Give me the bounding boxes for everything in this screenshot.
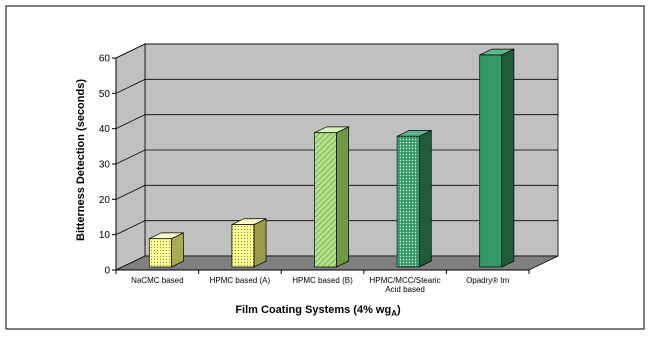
y-tick-label: 0 [104, 266, 110, 277]
y-tick-label: 50 [99, 89, 111, 100]
x-axis: NaCMC based HPMC based (A) HPMC based (B) H… [115, 269, 530, 294]
x-axis-title: Film Coating Systems (4% wgA) [235, 304, 401, 318]
x-tick-label: NaCMC based [131, 276, 183, 285]
x-tick-label-line: Acid based [385, 285, 425, 294]
y-tick-label: 30 [99, 160, 111, 171]
x-tick-label: Opadry® tm [466, 276, 510, 285]
x-tick-label-line: NaCMC based [131, 276, 183, 285]
x-tick-label: HPMC/MCC/Stearic Acid based [370, 276, 441, 294]
bar-side [418, 129, 432, 268]
bar [231, 218, 267, 268]
bar-front [396, 135, 420, 268]
y-tick-label: 20 [99, 195, 111, 206]
y-tick-label: 40 [99, 124, 111, 135]
x-axis-title-main: Film Coating Systems (4% wg [235, 304, 391, 316]
bar-front [479, 54, 503, 268]
bar [396, 129, 432, 268]
bar-side [253, 218, 267, 268]
bar-front [148, 238, 172, 268]
bar [314, 126, 350, 268]
x-tick-label-line: HPMC/MCC/Stearic [370, 276, 441, 285]
gridline [115, 78, 558, 94]
bar-side [501, 48, 515, 268]
x-tick-label-line: Opadry® tm [466, 276, 510, 285]
y-axis: 0 10 20 30 40 50 60 [99, 54, 117, 277]
x-tick-label: HPMC based (A) [210, 276, 271, 285]
y-tick-label: 10 [99, 230, 111, 241]
bar [479, 48, 515, 268]
y-tick-label: 60 [99, 54, 111, 65]
y-axis-title: Bitterness Detection (seconds) [75, 79, 87, 241]
gridline [115, 43, 558, 59]
x-axis-title-subscript: A [391, 309, 397, 318]
bar-side [336, 126, 350, 268]
x-tick-label-line: HPMC based (A) [210, 276, 271, 285]
bar-front [231, 224, 255, 268]
x-axis-title-suffix: ) [397, 304, 401, 316]
bar-front [314, 132, 337, 268]
bars [148, 48, 515, 268]
bar [148, 232, 184, 268]
x-tick-label-line: HPMC based (B) [292, 276, 353, 285]
x-tick-label: HPMC based (B) [292, 276, 353, 285]
gridline [115, 114, 558, 130]
